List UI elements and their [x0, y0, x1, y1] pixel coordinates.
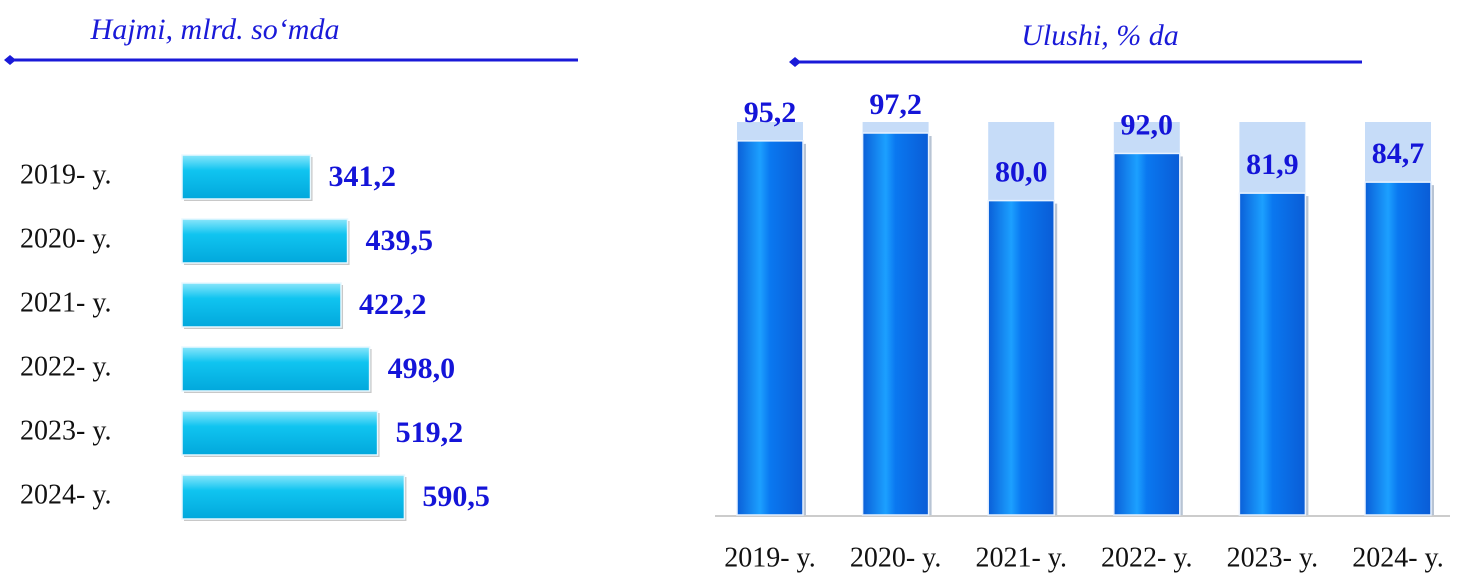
x-tick-label: 2019- y. [724, 542, 816, 573]
data-label: 341,2 [329, 160, 397, 193]
y-tick-label: 2022- y. [20, 351, 112, 382]
y-tick-label: 2019- y. [20, 159, 112, 190]
data-label: 84,7 [1372, 137, 1425, 170]
data-label: 80,0 [995, 155, 1048, 188]
bar [987, 199, 1055, 516]
title-rule-end [789, 57, 801, 67]
data-label: 81,9 [1246, 148, 1299, 181]
data-label: 92,0 [1121, 108, 1174, 141]
x-tick-label: 2020- y. [850, 542, 942, 573]
y-tick-label: 2024- y. [20, 479, 112, 510]
x-tick-label: 2023- y. [1227, 542, 1319, 573]
bar [181, 410, 379, 456]
bar [181, 346, 371, 392]
x-tick-label: 2022- y. [1101, 542, 1193, 573]
bar [1113, 152, 1181, 516]
chart-title: Ulushi, % da [1021, 19, 1179, 52]
y-tick-label: 2023- y. [20, 415, 112, 446]
data-label: 97,2 [869, 88, 922, 121]
bar [181, 282, 342, 328]
x-tick-label: 2021- y. [975, 542, 1067, 573]
y-tick-label: 2020- y. [20, 223, 112, 254]
data-label: 422,2 [359, 288, 427, 321]
bar [181, 474, 406, 520]
y-tick-label: 2021- y. [20, 287, 112, 318]
bar [1364, 181, 1432, 516]
data-label: 498,0 [388, 352, 456, 385]
bar [861, 132, 930, 516]
chart-title: Hajmi, mlrd. so‘mda [90, 13, 340, 46]
x-tick-label: 2024- y. [1352, 542, 1444, 573]
data-label: 439,5 [366, 224, 434, 257]
data-label: 95,2 [744, 96, 797, 129]
data-label: 590,5 [422, 480, 490, 513]
data-label: 519,2 [396, 416, 464, 449]
bar [736, 140, 804, 516]
bar [1238, 192, 1307, 516]
title-rule-end [4, 55, 16, 65]
bar [181, 218, 349, 264]
bar [181, 154, 312, 200]
